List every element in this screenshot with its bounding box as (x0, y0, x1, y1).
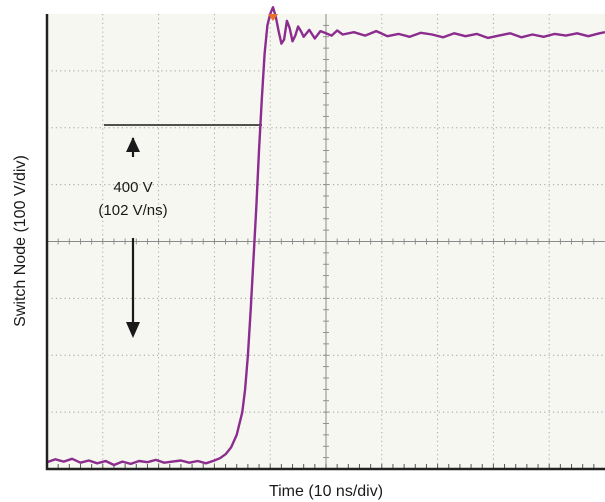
trigger-marker (267, 14, 278, 21)
arrow-down (126, 238, 140, 338)
annotation-slew-rate: (102 V/ns) (98, 202, 167, 219)
annotation-voltage: 400 V (113, 179, 152, 196)
y-axis-label: Switch Node (100 V/div) (12, 155, 29, 327)
switch-node-trace (46, 5, 605, 467)
plot-frame (45, 14, 605, 471)
arrow-up (126, 137, 140, 157)
x-axis-label: Time (10 ns/div) (269, 483, 383, 500)
center-ticks (57, 24, 595, 469)
grid (47, 14, 605, 469)
